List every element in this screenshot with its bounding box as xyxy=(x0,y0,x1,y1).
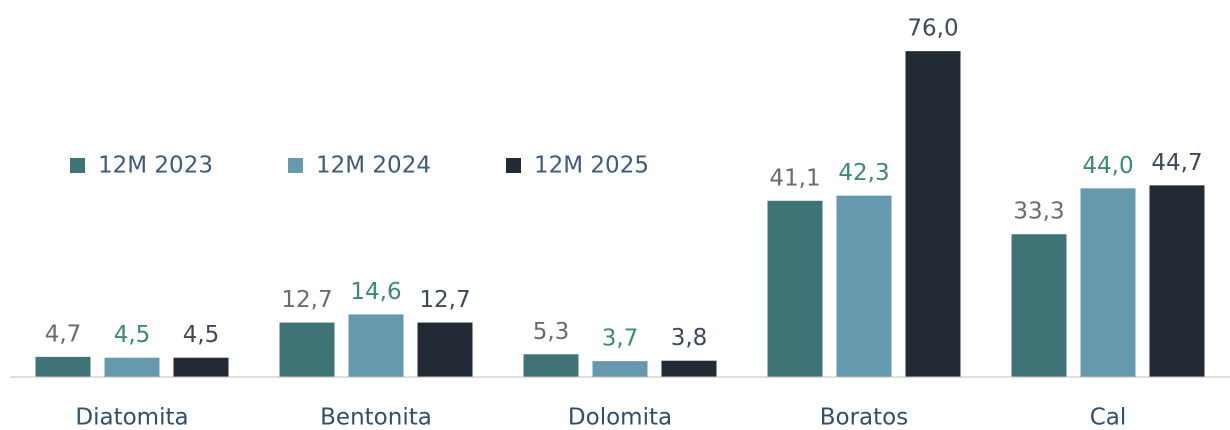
value-label: 5,3 xyxy=(533,319,570,345)
legend-swatch xyxy=(288,158,303,173)
legend-swatch xyxy=(70,158,85,173)
value-label: 44,0 xyxy=(1082,153,1133,179)
value-label: 33,3 xyxy=(1013,199,1064,225)
value-label: 3,7 xyxy=(602,326,639,352)
x-tick-label: Cal xyxy=(1090,405,1127,430)
value-label: 4,5 xyxy=(183,322,220,348)
bar xyxy=(348,314,404,377)
bar xyxy=(417,322,473,377)
value-label: 44,7 xyxy=(1151,150,1202,176)
bar xyxy=(1011,234,1067,377)
value-label: 12,7 xyxy=(281,287,332,313)
bar xyxy=(661,360,717,377)
value-label: 4,5 xyxy=(114,322,151,348)
legend-label: 12M 2023 xyxy=(98,153,213,179)
value-label: 41,1 xyxy=(769,165,820,191)
value-label: 42,3 xyxy=(838,160,889,186)
bar xyxy=(767,200,823,377)
bar xyxy=(592,361,648,377)
x-tick-label: Bentonita xyxy=(320,405,432,430)
value-label: 12,7 xyxy=(419,287,470,313)
bar xyxy=(104,357,160,377)
x-tick-label: Diatomita xyxy=(75,405,188,430)
bar xyxy=(523,354,579,377)
x-tick-label: Dolomita xyxy=(568,405,672,430)
legend-label: 12M 2024 xyxy=(316,153,431,179)
value-label: 14,6 xyxy=(350,279,401,305)
bar xyxy=(1080,188,1136,377)
x-tick-label: Boratos xyxy=(820,405,908,430)
value-label: 3,8 xyxy=(671,325,708,351)
bar xyxy=(836,195,892,377)
legend-label: 12M 2025 xyxy=(534,153,649,179)
bar xyxy=(173,357,229,377)
value-label: 4,7 xyxy=(45,321,82,347)
bar xyxy=(279,322,335,377)
legend-swatch xyxy=(506,158,521,173)
bar xyxy=(1149,185,1205,377)
bar xyxy=(35,356,91,377)
bar xyxy=(905,51,961,378)
value-label: 76,0 xyxy=(907,16,958,42)
